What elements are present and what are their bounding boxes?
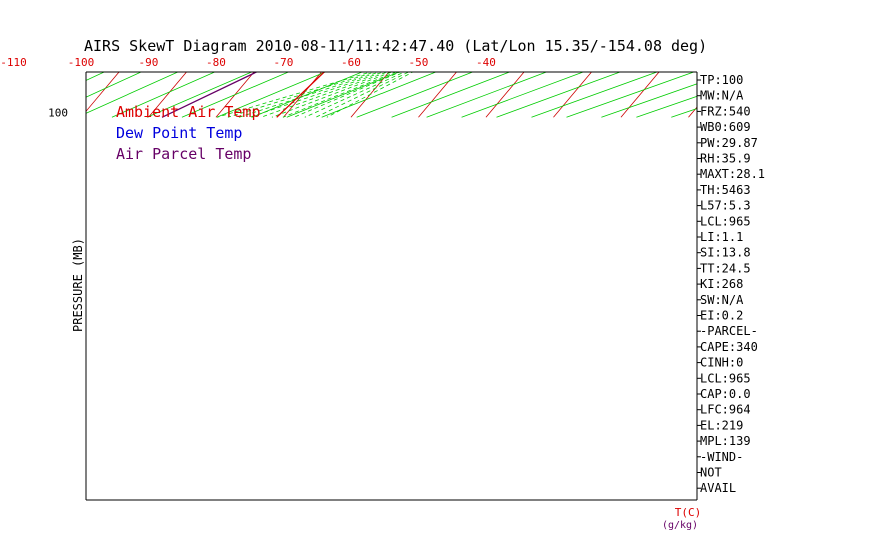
chart-title: AIRS SkewT Diagram 2010-08-11/11:42:47.4…: [84, 37, 707, 55]
side-stat-entry: KI:268: [700, 277, 743, 291]
moist-adiabat-line: [227, 72, 377, 118]
side-stat-entry: EL:219: [700, 418, 743, 432]
dry-adiabat-line: [286, 72, 401, 118]
moist-adiabat-line: [315, 72, 410, 118]
moist-adiabat-line: [271, 72, 393, 118]
side-stat-entry: EI:0.2: [700, 309, 743, 323]
side-stat-entry: MW:N/A: [700, 89, 744, 103]
side-stat-entry: CAP:0.0: [700, 387, 751, 401]
top-temp-tick-label: -50: [409, 56, 429, 69]
pressure-tick-label: 100: [48, 106, 68, 119]
side-stat-entry: MPL:139: [700, 434, 751, 448]
side-stat-entry: NOT: [700, 466, 722, 480]
isotherm-line: [823, 0, 870, 117]
side-stat-entry: LCL:965: [700, 214, 751, 228]
side-stat-entry: CAPE:340: [700, 340, 758, 354]
side-stat-entry: LI:1.1: [700, 230, 743, 244]
dry-adiabat-line: [461, 72, 585, 118]
isotherm-line: [620, 72, 660, 118]
top-temp-tick-label: -100: [68, 56, 95, 69]
side-stat-entry: -WIND-: [700, 450, 743, 464]
side-stat-entry: TP:100: [700, 73, 743, 87]
dry-adiabat-line: [86, 72, 142, 98]
dry-adiabat-line: [321, 72, 437, 118]
top-temp-tick-label: -70: [274, 56, 294, 69]
side-stat-entry: SI:13.8: [700, 246, 751, 260]
bottom-temp-unit: T(C): [675, 506, 702, 519]
dry-adiabat-line: [776, 0, 870, 117]
mixing-ratio-unit: (g/kg): [662, 520, 698, 531]
legend: Ambient Air Temp Dew Point Temp Air Parcel…: [116, 103, 261, 163]
side-stat-entry: LFC:964: [700, 403, 751, 417]
isotherm-line: [0, 0, 368, 117]
side-stat-entry: AVAIL: [700, 481, 736, 495]
side-stat-entry: CINH:0: [700, 356, 743, 370]
legend-entry: Air Parcel Temp: [116, 145, 251, 163]
side-stat-entry: LCL:965: [700, 371, 751, 385]
side-stat-entry: -PARCEL-: [700, 324, 758, 338]
moist-adiabat-line: [304, 72, 406, 118]
parcel-temp-line: [161, 72, 259, 118]
top-temp-tick-label: -80: [206, 56, 226, 69]
top-temp-tick-label: -90: [139, 56, 159, 69]
side-stat-entry: RH:35.9: [700, 152, 751, 166]
side-stat-entry: TH:5463: [700, 183, 751, 197]
y-axis-label: PRESSURE (MB): [71, 238, 85, 332]
side-stat-entry: SW:N/A: [700, 293, 744, 307]
isotherm-line: [756, 0, 870, 117]
bottom-temp-ticks: -50-40-30-20-100102030T(C): [675, 506, 702, 519]
dry-adiabat-line: [391, 72, 511, 118]
top-temp-tick-label: -60: [341, 56, 361, 69]
legend-entry: Ambient Air Temp: [116, 103, 261, 121]
top-temp-tick-label: -110: [0, 56, 27, 69]
side-stat-entry: TT:24.5: [700, 261, 751, 275]
moist-adiabat-line: [293, 72, 402, 118]
moist-adiabat-line: [238, 72, 381, 118]
top-temp-ticks: -120-110-100-90-80-70-60-50-40: [0, 56, 496, 69]
side-stat-entry: MAXT:28.1: [700, 167, 765, 181]
moist-adiabat-line: [282, 72, 398, 118]
top-temp-tick-label: -40: [476, 56, 496, 69]
side-stat-entry: FRZ:540: [700, 104, 751, 118]
side-stat-entry: WB0:609: [700, 120, 751, 134]
side-stat-entry: L57:5.3: [700, 199, 751, 213]
mixing-ratio-labels: 0.10.20.511.52346810121520253040(g/kg): [662, 520, 698, 531]
dry-adiabat-line: [741, 0, 870, 117]
dry-adiabat-line: [496, 72, 622, 118]
dry-adiabat-line: [636, 95, 697, 118]
legend-entry: Dew Point Temp: [116, 124, 242, 142]
side-stat-entry: PW:29.87: [700, 136, 758, 150]
pressure-tick-labels: 1002003004005006007008009001000: [48, 106, 68, 119]
